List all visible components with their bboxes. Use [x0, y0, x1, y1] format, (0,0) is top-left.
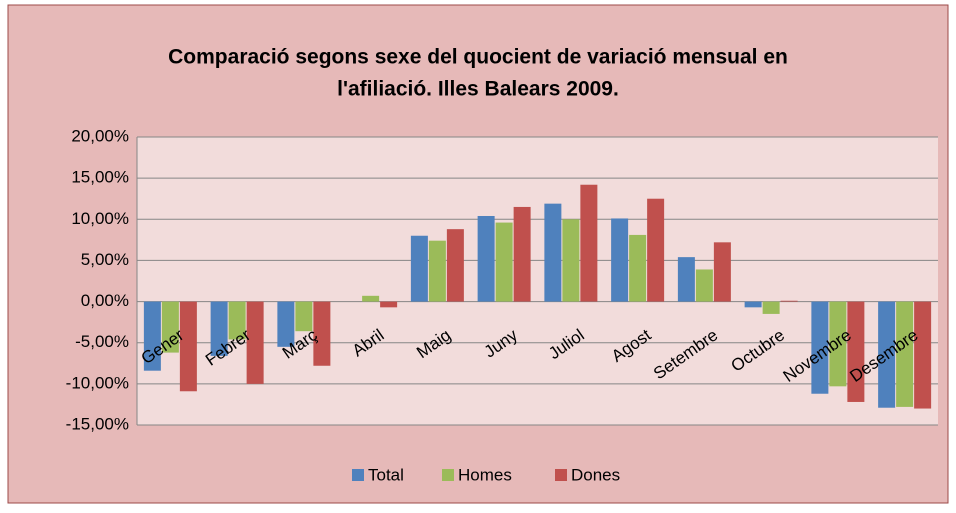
bar [513, 206, 531, 302]
y-tick-label: 5,00% [81, 250, 129, 269]
bar [161, 301, 179, 353]
bar [914, 301, 932, 409]
bar [611, 218, 629, 302]
bar [495, 222, 513, 302]
bar [878, 301, 896, 408]
bar [179, 301, 197, 392]
bar [313, 301, 331, 366]
bar [246, 301, 264, 384]
y-tick-label: 10,00% [71, 209, 129, 228]
bar [829, 301, 847, 387]
bar [677, 257, 695, 302]
bar [228, 301, 246, 340]
legend-label: Homes [458, 465, 512, 484]
bar [762, 301, 780, 314]
legend-swatch [442, 469, 454, 481]
bar [713, 242, 731, 302]
bar [847, 301, 865, 402]
bar [544, 203, 562, 302]
y-tick-label: -5,00% [75, 332, 129, 351]
bar [295, 301, 313, 332]
bar [744, 301, 762, 308]
bar [896, 301, 914, 407]
bar [647, 198, 665, 302]
bar [143, 301, 161, 371]
y-tick-label: -10,00% [66, 373, 129, 392]
bar [446, 229, 464, 302]
bar [277, 301, 295, 347]
y-tick-label: 15,00% [71, 168, 129, 187]
bar [428, 240, 446, 302]
y-tick-label: -15,00% [66, 414, 129, 433]
bar [629, 234, 647, 302]
legend-swatch [352, 469, 364, 481]
bar [210, 301, 228, 356]
bar [410, 235, 428, 302]
legend-label: Dones [571, 465, 620, 484]
bar [780, 300, 798, 302]
chart-title: l'afiliació. Illes Balears 2009. [337, 78, 619, 101]
bar [695, 269, 713, 302]
plot-area [137, 137, 938, 425]
legend-label: Total [368, 465, 404, 484]
y-tick-label: 0,00% [81, 291, 129, 310]
y-tick-label: 20,00% [71, 126, 129, 145]
bar [811, 301, 829, 394]
legend-swatch [555, 469, 567, 481]
bar [562, 219, 580, 302]
bar [580, 184, 598, 302]
bar [362, 295, 380, 302]
chart-title: Comparació segons sexe del quocient de v… [168, 46, 788, 69]
bar [380, 301, 398, 308]
bar [477, 215, 495, 302]
